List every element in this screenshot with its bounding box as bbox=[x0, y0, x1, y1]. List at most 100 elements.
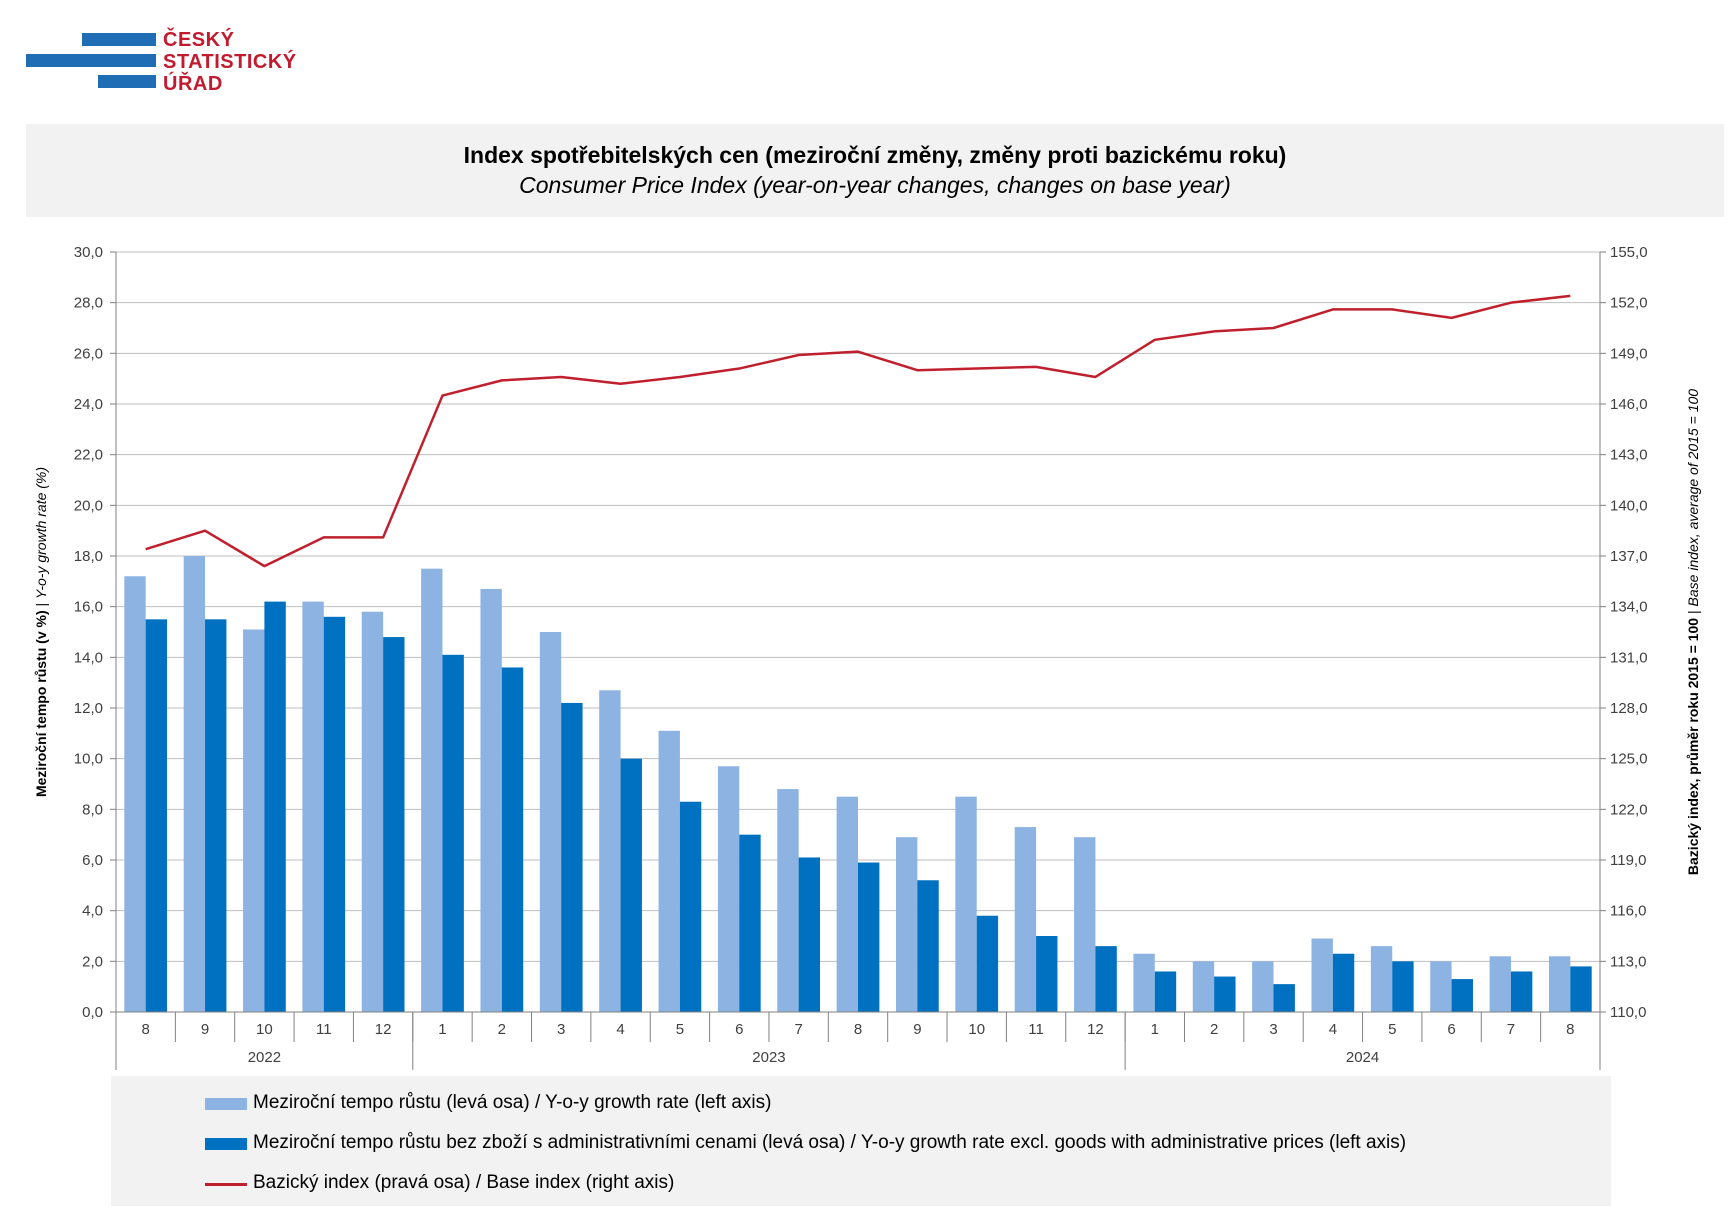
bar-yoy-excl bbox=[739, 834, 761, 1012]
right-tick-label: 119,0 bbox=[1610, 852, 1646, 869]
bar-yoy-excl bbox=[1214, 976, 1236, 1012]
logo-line-2: STATISTICKÝ bbox=[163, 51, 297, 73]
month-label: 10 bbox=[256, 1021, 273, 1038]
left-tick-label: 14,0 bbox=[74, 649, 103, 666]
chart-subtitle: Consumer Price Index (year-on-year chang… bbox=[519, 172, 1231, 198]
bar-yoy-excl bbox=[1451, 979, 1473, 1012]
legend-label-yoy: Meziroční tempo růstu (levá osa) / Y-o-y… bbox=[253, 1092, 772, 1113]
bar-yoy-excl bbox=[145, 619, 168, 1012]
legend: Meziroční tempo růstu (levá osa) / Y-o-y… bbox=[111, 1076, 1611, 1206]
base-index-line bbox=[145, 294, 1571, 568]
month-label: 10 bbox=[968, 1021, 985, 1038]
month-label: 8 bbox=[1566, 1021, 1574, 1038]
bar-yoy bbox=[361, 611, 384, 1012]
legend-swatch-yoy-excl bbox=[205, 1138, 247, 1150]
month-label: 1 bbox=[438, 1021, 446, 1038]
month-label: 11 bbox=[316, 1021, 332, 1038]
bar-yoy-excl bbox=[1095, 946, 1117, 1012]
logo-bar-bottom bbox=[98, 75, 156, 88]
month-label: 12 bbox=[1087, 1021, 1104, 1038]
right-tick-label: 116,0 bbox=[1610, 903, 1646, 920]
left-axis-title: Meziroční tempo růstu (v %) | Y-o-y grow… bbox=[33, 467, 49, 797]
month-label: 5 bbox=[1388, 1021, 1396, 1038]
bar-yoy-excl bbox=[1332, 953, 1355, 1012]
right-axis-title-cz: Bazický index, průměr roku 2015 = 100 bbox=[1685, 618, 1701, 875]
right-tick-label: 113,0 bbox=[1610, 953, 1646, 970]
bar-yoy-excl bbox=[1273, 984, 1295, 1012]
left-axis-title-cz: Meziroční tempo růstu (v %) bbox=[33, 610, 49, 797]
left-tick-label: 8,0 bbox=[82, 801, 103, 818]
month-label: 2 bbox=[498, 1021, 506, 1038]
bar-yoy-excl bbox=[442, 654, 464, 1012]
bar-yoy bbox=[658, 730, 680, 1012]
month-label: 4 bbox=[1329, 1021, 1337, 1038]
bar-yoy bbox=[1370, 946, 1393, 1012]
month-label: 7 bbox=[1507, 1021, 1515, 1038]
bar-yoy bbox=[1311, 938, 1333, 1012]
bar-yoy bbox=[1074, 837, 1096, 1012]
month-label: 5 bbox=[676, 1021, 684, 1038]
bar-yoy bbox=[1192, 961, 1215, 1012]
chart-title: Index spotřebitelských cen (meziroční zm… bbox=[463, 142, 1287, 168]
month-label: 9 bbox=[201, 1021, 209, 1038]
right-tick-label: 140,0 bbox=[1610, 497, 1648, 514]
bar-yoy bbox=[1489, 956, 1511, 1012]
legend-label-base-index: Bazický index (pravá osa) / Base index (… bbox=[253, 1172, 675, 1193]
logo-bar-top bbox=[82, 33, 156, 46]
bar-yoy bbox=[777, 789, 799, 1012]
bar-yoy-excl bbox=[679, 801, 702, 1012]
left-tick-label: 10,0 bbox=[74, 751, 103, 768]
left-tick-label: 18,0 bbox=[74, 548, 103, 565]
year-label: 2023 bbox=[752, 1049, 785, 1066]
right-tick-label: 149,0 bbox=[1610, 345, 1648, 362]
logo-bar-middle bbox=[26, 54, 156, 67]
month-label: 6 bbox=[735, 1021, 743, 1038]
month-label: 8 bbox=[142, 1021, 150, 1038]
bar-yoy-excl bbox=[1036, 936, 1058, 1012]
right-tick-label: 110,0 bbox=[1610, 1004, 1646, 1021]
month-label: 3 bbox=[557, 1021, 565, 1038]
bar-yoy bbox=[539, 632, 562, 1012]
left-tick-label: 22,0 bbox=[74, 447, 103, 464]
right-tick-label: 152,0 bbox=[1610, 295, 1648, 312]
left-axis-title-sep: | bbox=[33, 599, 49, 610]
right-tick-label: 143,0 bbox=[1610, 447, 1648, 464]
bar-yoy bbox=[599, 690, 621, 1012]
bar-yoy-excl bbox=[858, 862, 880, 1012]
right-tick-label: 125,0 bbox=[1610, 751, 1648, 768]
title-box: Index spotřebitelských cen (meziroční zm… bbox=[26, 124, 1724, 217]
chart-area: 0,0 110,02,0 113,04,0 116,06,0 119,08,0 122,0… bbox=[33, 244, 1701, 1070]
bar-yoy bbox=[183, 556, 206, 1012]
month-label: 12 bbox=[375, 1021, 392, 1038]
left-tick-label: 2,0 bbox=[82, 953, 103, 970]
year-label: 2024 bbox=[1346, 1049, 1379, 1066]
bar-yoy-excl bbox=[501, 667, 524, 1012]
right-tick-label: 128,0 bbox=[1610, 700, 1648, 717]
bar-yoy bbox=[1014, 827, 1037, 1012]
right-axis-title-en: Base index, average of 2015 = 100 bbox=[1685, 389, 1701, 607]
bar-yoy bbox=[421, 568, 443, 1012]
bar-yoy-excl bbox=[1392, 961, 1414, 1012]
bar-yoy bbox=[302, 601, 324, 1012]
bar-yoy-excl bbox=[1570, 966, 1592, 1012]
left-tick-label: 0,0 bbox=[82, 1004, 103, 1021]
month-label: 3 bbox=[1269, 1021, 1277, 1038]
month-label: 11 bbox=[1028, 1021, 1044, 1038]
bar-yoy-excl bbox=[917, 880, 939, 1012]
month-label: 2 bbox=[1210, 1021, 1218, 1038]
left-axis-title-en: Y-o-y growth rate (%) bbox=[33, 467, 49, 599]
right-tick-label: 134,0 bbox=[1610, 599, 1648, 616]
left-tick-label: 26,0 bbox=[74, 345, 103, 362]
left-tick-label: 4,0 bbox=[82, 903, 103, 920]
bar-yoy bbox=[895, 837, 918, 1012]
bar-yoy bbox=[1252, 961, 1274, 1012]
right-tick-label: 146,0 bbox=[1610, 396, 1648, 413]
right-tick-label: 131,0 bbox=[1610, 649, 1648, 666]
right-tick-label: 155,0 bbox=[1610, 244, 1648, 261]
bar-yoy-excl bbox=[1154, 971, 1177, 1012]
legend-swatch-base-index bbox=[205, 1183, 247, 1186]
bar-yoy bbox=[1133, 953, 1155, 1012]
bar-yoy bbox=[243, 629, 265, 1012]
left-tick-label: 20,0 bbox=[74, 497, 103, 514]
bar-yoy bbox=[955, 796, 977, 1012]
